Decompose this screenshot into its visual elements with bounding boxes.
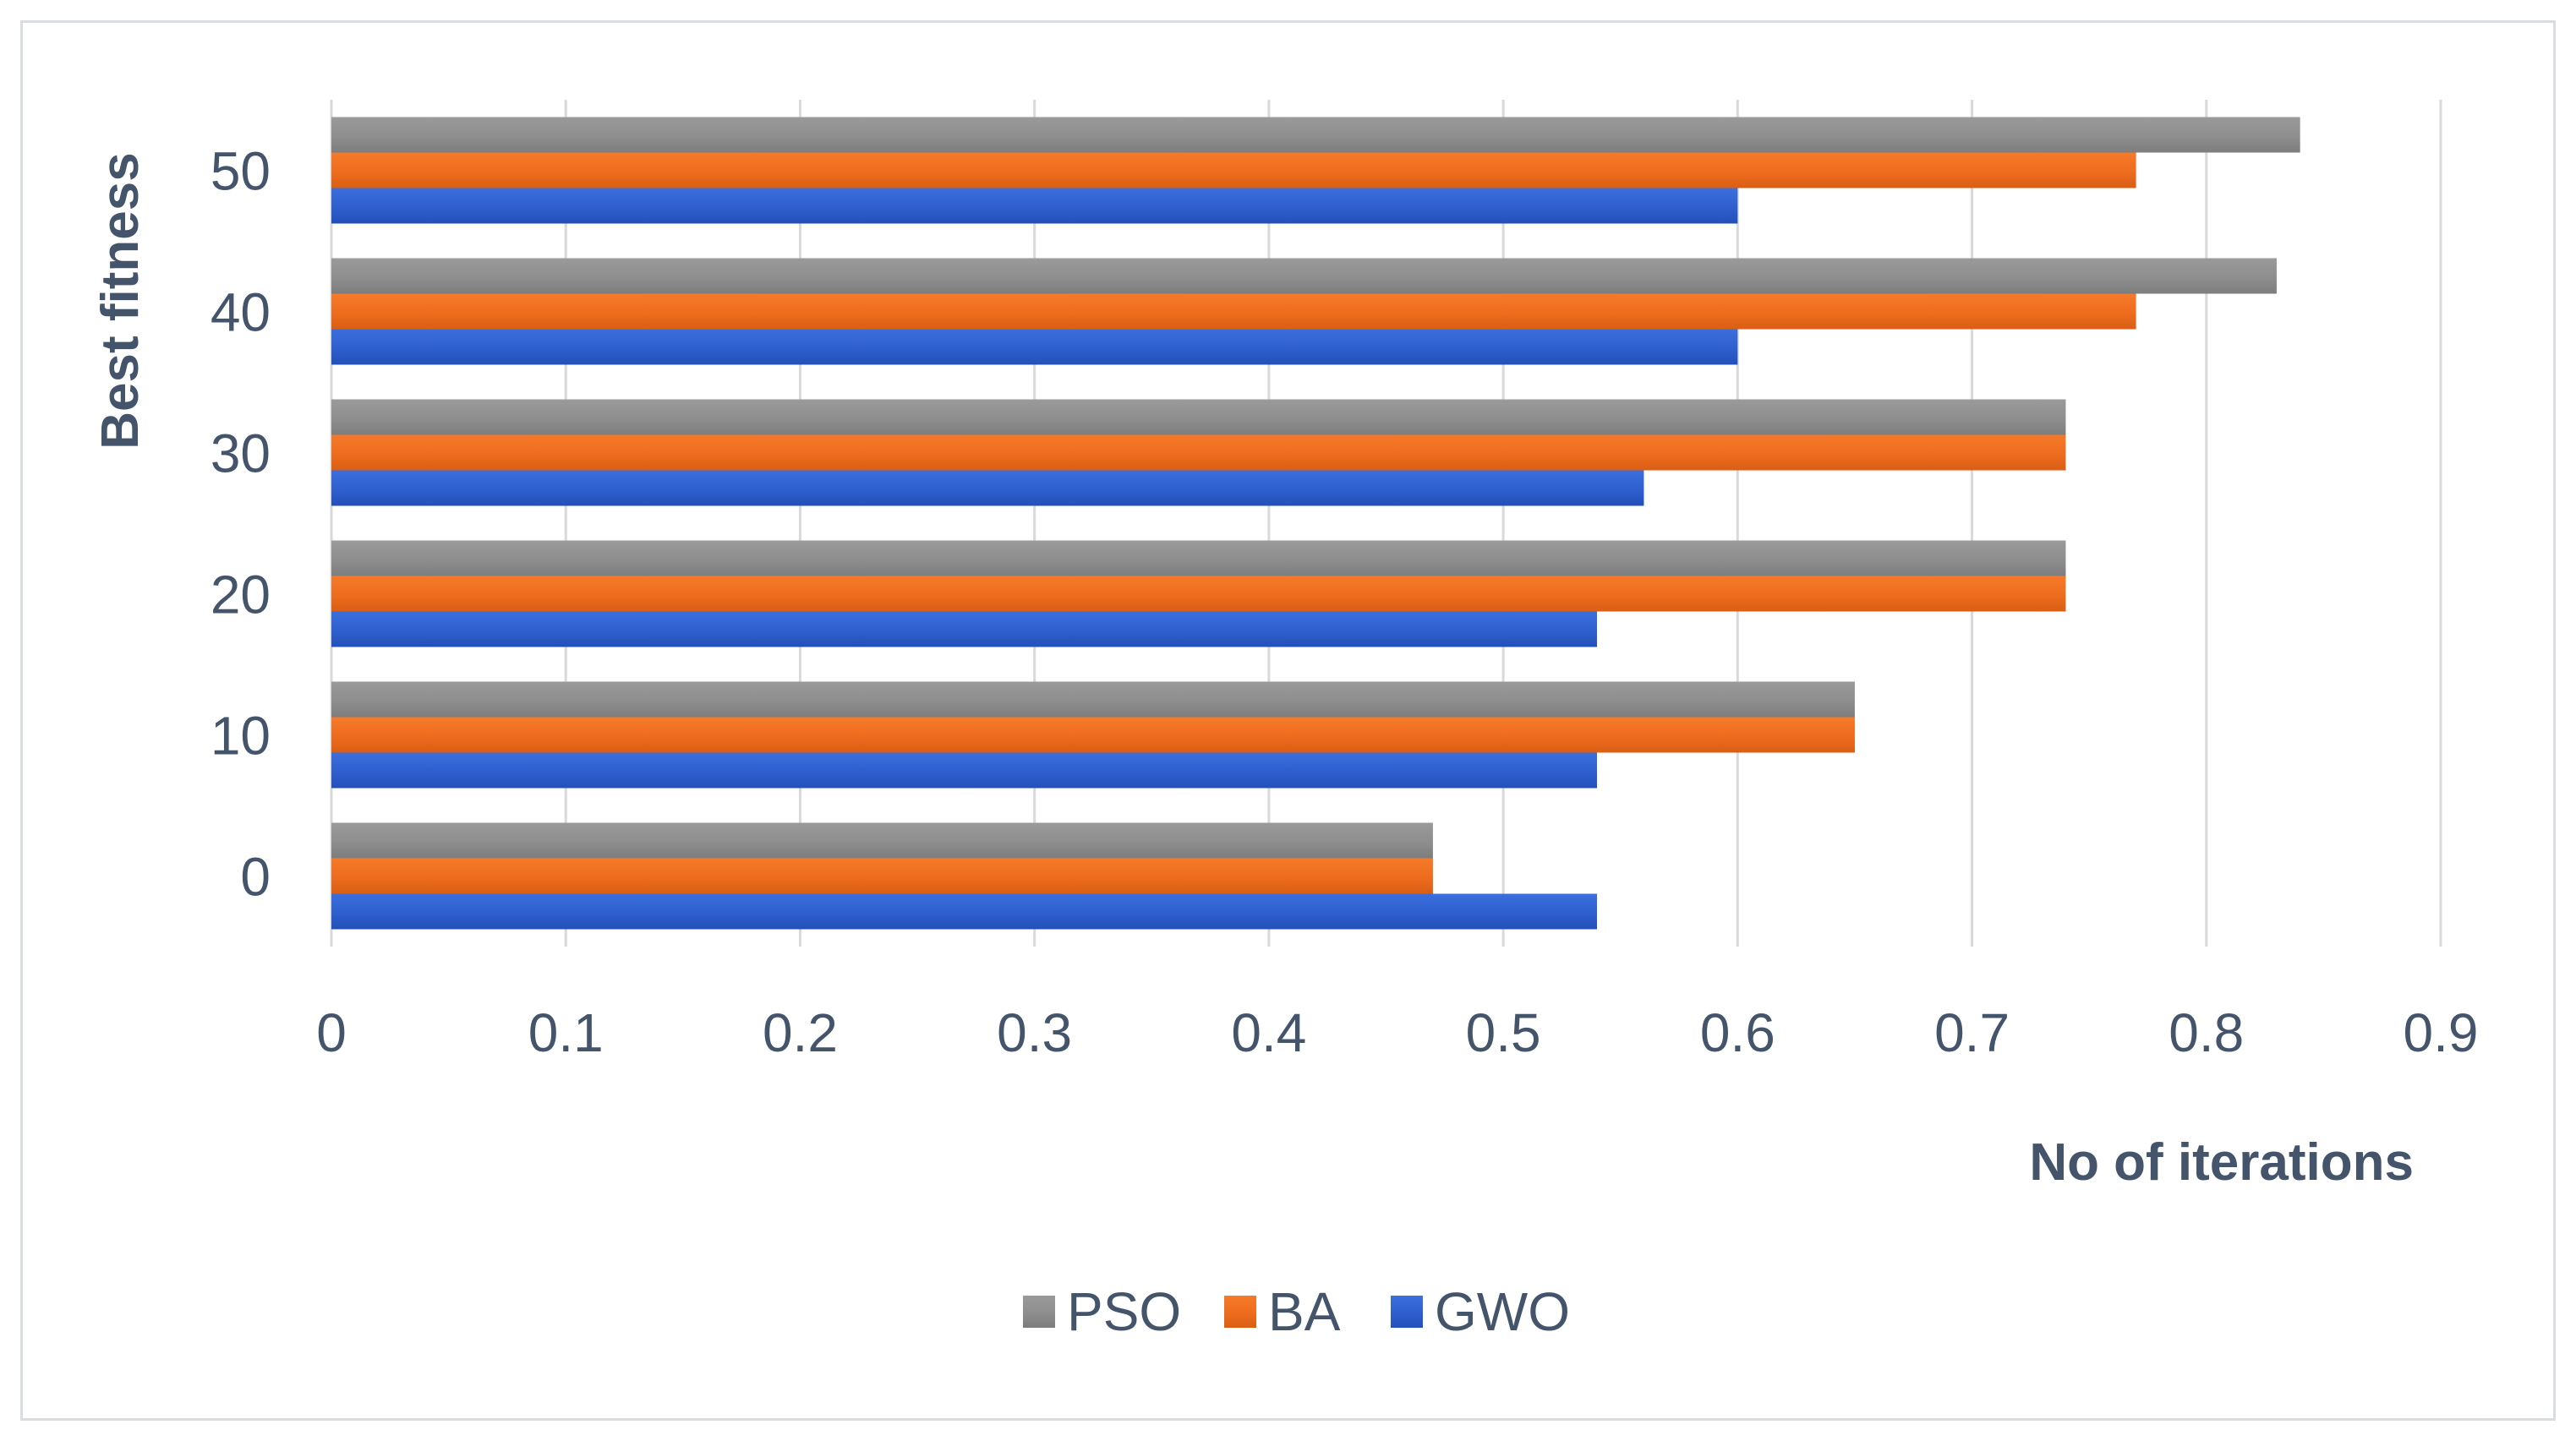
y-tick-label: 40 bbox=[211, 282, 271, 343]
bar-ba-10 bbox=[331, 717, 1855, 753]
x-tick-label: 0 bbox=[316, 1002, 347, 1063]
bar-pso-10 bbox=[331, 681, 1855, 718]
bars bbox=[331, 117, 2300, 930]
legend-swatch-ba bbox=[1224, 1296, 1256, 1328]
bar-pso-30 bbox=[331, 399, 2066, 435]
x-tick-label: 0.4 bbox=[1231, 1002, 1306, 1063]
legend-label-pso: PSO bbox=[1067, 1281, 1181, 1342]
x-tick-label: 0.9 bbox=[2404, 1002, 2479, 1063]
bar-gwo-20 bbox=[331, 611, 1597, 647]
bar-pso-20 bbox=[331, 540, 2066, 576]
bar-pso-50 bbox=[331, 117, 2300, 153]
bar-ba-0 bbox=[331, 858, 1433, 894]
x-tick-label: 0.1 bbox=[528, 1002, 604, 1063]
gridlines bbox=[330, 100, 2442, 947]
x-tick-labels: 0 0.1 0.2 0.3 0.4 0.5 0.6 0.7 0.8 0.9 bbox=[316, 1002, 2478, 1063]
x-tick-label: 0.5 bbox=[1466, 1002, 1541, 1063]
bar-pso-0 bbox=[331, 822, 1433, 859]
bar-gwo-40 bbox=[331, 329, 1738, 365]
x-tick-label: 0.6 bbox=[1700, 1002, 1775, 1063]
bar-gwo-0 bbox=[331, 893, 1597, 930]
bar-ba-20 bbox=[331, 576, 2066, 612]
y-tick-label: 0 bbox=[240, 847, 271, 908]
y-tick-label: 10 bbox=[211, 706, 271, 767]
legend-swatch-pso bbox=[1023, 1296, 1055, 1328]
legend-label-gwo: GWO bbox=[1435, 1281, 1570, 1342]
x-tick-label: 0.8 bbox=[2169, 1002, 2244, 1063]
bar-ba-50 bbox=[331, 152, 2136, 188]
x-axis-title: No of iterations bbox=[2029, 1133, 2414, 1192]
x-tick-label: 0.7 bbox=[1934, 1002, 2010, 1063]
x-tick-label: 0.2 bbox=[763, 1002, 838, 1063]
bar-pso-40 bbox=[331, 258, 2277, 294]
bar-gwo-10 bbox=[331, 752, 1597, 789]
bar-gwo-30 bbox=[331, 470, 1644, 506]
y-tick-labels: 0 10 20 30 40 50 bbox=[211, 141, 271, 908]
bar-gwo-50 bbox=[331, 188, 1738, 224]
legend-label-ba: BA bbox=[1268, 1281, 1341, 1342]
x-tick-label: 0.3 bbox=[997, 1002, 1072, 1063]
legend: PSO BA GWO bbox=[1023, 1281, 1570, 1342]
y-tick-label: 30 bbox=[211, 423, 271, 484]
bar-ba-30 bbox=[331, 434, 2066, 471]
y-axis-title: Best fitness bbox=[91, 152, 150, 449]
y-tick-label: 20 bbox=[211, 565, 271, 625]
bar-ba-40 bbox=[331, 293, 2136, 330]
legend-swatch-gwo bbox=[1391, 1296, 1423, 1328]
y-tick-label: 50 bbox=[211, 141, 271, 202]
